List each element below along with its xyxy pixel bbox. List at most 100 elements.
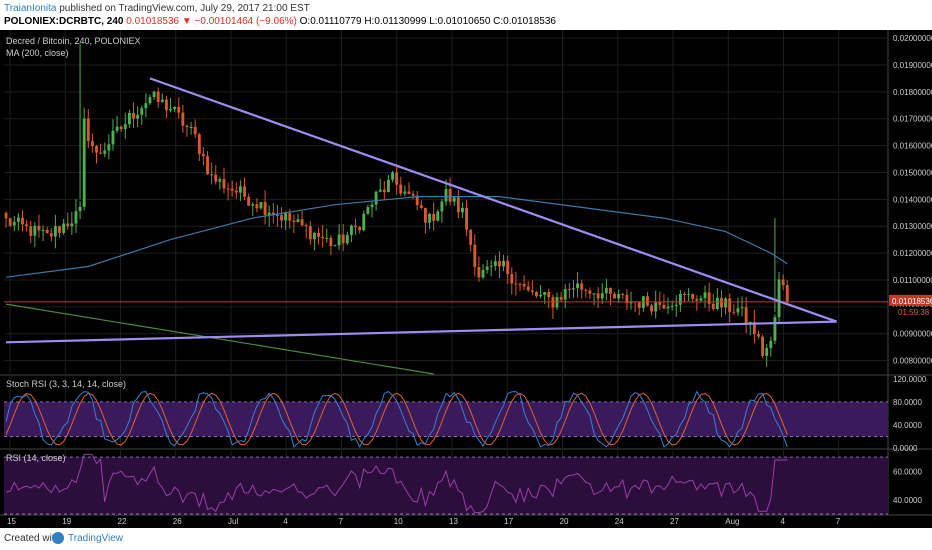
candle-body <box>584 289 588 291</box>
candle-body <box>255 204 259 209</box>
candle-body <box>123 124 127 130</box>
candle-body <box>646 296 649 306</box>
y-tick-label: 0.01400000 <box>893 195 932 204</box>
candle-body <box>288 213 292 221</box>
candle-body <box>736 308 740 313</box>
main-panel-title: Decred / Bitcoin, 240, POLONIEX <box>6 36 141 46</box>
x-tick-label: 17 <box>504 517 513 526</box>
candle-body <box>382 189 386 193</box>
candle-body <box>650 305 654 312</box>
rsi-y-tick: 40.0000 <box>893 496 922 505</box>
rsi-band <box>4 457 888 514</box>
candle-body <box>292 220 296 222</box>
candle-body <box>621 294 625 296</box>
candle-body <box>724 298 728 308</box>
candle-body <box>37 225 41 231</box>
candle-body <box>230 188 234 191</box>
candle-body <box>140 108 144 115</box>
candle-body <box>111 130 115 145</box>
candle-body <box>82 118 86 207</box>
high-value: H:0.01130999 <box>364 16 427 27</box>
candle-body <box>691 293 695 299</box>
overlay-lines <box>4 77 888 375</box>
candle-body <box>465 207 468 230</box>
footer: Created with TradingView <box>0 528 932 550</box>
candle-body <box>588 290 592 294</box>
candle-body <box>658 302 662 305</box>
stoch-y-tick: 80.0000 <box>893 398 922 407</box>
price-change: ▼ −0.00101464 (−9.06%) <box>181 16 297 27</box>
candle-body <box>596 293 600 299</box>
candle-body <box>354 225 357 228</box>
candle-body <box>744 307 748 325</box>
candle-body <box>637 301 641 308</box>
candle-body <box>386 179 390 193</box>
candle-body <box>752 321 756 335</box>
candle-body <box>173 106 177 109</box>
y-tick-label: 0.00900000 <box>893 330 932 339</box>
candle-body <box>107 144 111 151</box>
grid <box>0 30 932 516</box>
candle-body <box>493 261 497 266</box>
candle-body <box>58 226 61 233</box>
x-tick-label: 4 <box>781 517 786 526</box>
candle-body <box>666 306 670 309</box>
candle-body <box>127 112 131 125</box>
candle-body <box>498 261 501 267</box>
candle-body <box>720 297 723 308</box>
oscillators <box>5 390 788 514</box>
candle-body <box>358 227 362 231</box>
publish-info: TraianIonita published on TradingView.co… <box>4 3 310 14</box>
candle-body <box>461 207 464 213</box>
candle-body <box>765 348 769 356</box>
candle-body <box>66 223 70 227</box>
candle-body <box>518 283 522 285</box>
price-axis: 0.02000000 0.01900000 0.01800000 0.01700000… <box>889 34 932 505</box>
candle-body <box>62 223 66 233</box>
candle-body <box>625 294 629 304</box>
candle-body <box>312 232 316 240</box>
candle-body <box>366 207 370 214</box>
indicator-bands <box>4 401 888 515</box>
candle-body <box>300 219 304 226</box>
candle-body <box>740 307 744 309</box>
candle-body <box>251 204 255 206</box>
candle-body <box>580 283 584 290</box>
candle-body <box>707 292 711 304</box>
candle-body <box>247 196 251 206</box>
candle-body <box>703 292 707 299</box>
candle-body <box>609 287 612 294</box>
y-tick-label: 0.01200000 <box>893 249 932 258</box>
tradingview-logo-icon <box>52 532 64 544</box>
candle-body <box>576 283 580 289</box>
candle-body <box>370 204 374 208</box>
candle-body <box>419 205 423 209</box>
chart-area[interactable]: 0.02000000 0.01900000 0.01800000 0.01700000… <box>0 30 932 528</box>
candle-body <box>452 197 456 202</box>
stoch-y-tick: 40.0000 <box>893 421 922 430</box>
y-tick-label: 0.01900000 <box>893 61 932 70</box>
candle-body <box>45 230 49 234</box>
candle-body <box>308 226 312 240</box>
open-value: O:0.01110779 <box>299 16 362 27</box>
resistance-trendline <box>149 77 837 323</box>
candle-body <box>132 112 135 119</box>
x-tick-label: 13 <box>449 517 458 526</box>
candle-body <box>329 237 333 247</box>
candle-body <box>695 298 699 301</box>
candle-body <box>559 297 563 300</box>
candle-body <box>769 340 773 349</box>
candle-body <box>70 223 74 227</box>
candle-body <box>214 174 218 182</box>
chart-header: TraianIonita published on TradingView.co… <box>0 0 932 30</box>
stoch-k-line <box>5 390 788 448</box>
candle-body <box>25 224 29 227</box>
tradingview-brand[interactable]: TradingView <box>68 533 124 544</box>
candle-body <box>399 184 403 194</box>
x-tick-label: 19 <box>62 517 71 526</box>
author-link[interactable]: TraianIonita <box>4 3 57 14</box>
candle-body <box>321 236 325 239</box>
last-price-tag-label: 0.01018536 <box>892 297 932 306</box>
x-tick-label: Jul <box>228 517 238 526</box>
candle-body <box>243 186 246 197</box>
